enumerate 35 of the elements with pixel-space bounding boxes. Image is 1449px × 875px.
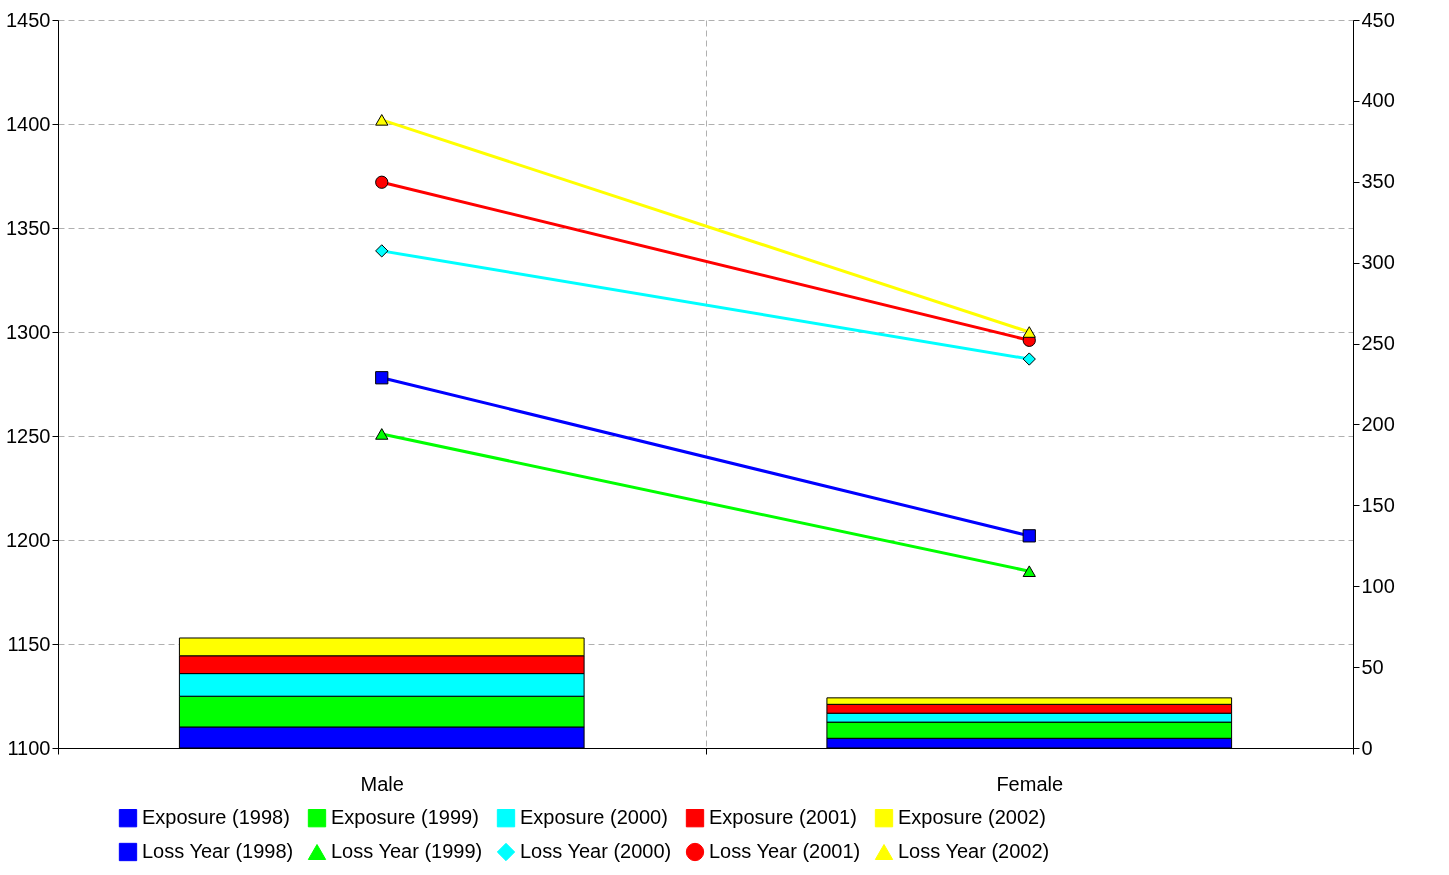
legend-label: Exposure (2002): [898, 806, 1046, 829]
legend-label: Loss Year (2002): [898, 840, 1050, 862]
legend-label: Exposure (1998): [142, 806, 290, 829]
y2-tick-label: 350: [1361, 170, 1395, 193]
y2-tick-label: 100: [1361, 574, 1395, 597]
y-tick-label: 1100: [7, 736, 51, 759]
y-tick-label: 1450: [6, 8, 51, 31]
y-tick-label: 1350: [6, 216, 51, 239]
legend-label: Loss Year (2000): [520, 840, 672, 862]
x-tick-label: Female: [996, 772, 1064, 795]
y2-tick-label: 450: [1361, 8, 1395, 31]
y2-tick-label: 150: [1361, 493, 1395, 516]
legend-label: Loss Year (1999): [331, 840, 483, 862]
y2-tick-label: 300: [1361, 251, 1395, 274]
y2-tick-label: 0: [1361, 736, 1373, 759]
legend-label: Loss Year (2001): [709, 840, 861, 862]
y2-tick-label: 200: [1361, 412, 1395, 435]
point: [1022, 529, 1036, 543]
legend-label: Loss Year (1998): [142, 840, 294, 862]
legend-label: Exposure (1999): [331, 806, 479, 829]
y2-tick-label: 250: [1361, 332, 1395, 355]
y-tick-label: 1150: [7, 632, 51, 655]
point: [375, 175, 389, 189]
y2-tick-label: 400: [1361, 89, 1395, 112]
y-tick-label: 1300: [6, 320, 51, 343]
legend-label: Exposure (2001): [709, 806, 857, 829]
x-tick-label: Male: [360, 772, 404, 795]
y-tick-label: 1200: [6, 528, 51, 551]
point: [375, 371, 389, 385]
y2-tick-label: 50: [1361, 655, 1384, 678]
y-tick-label: 1250: [6, 424, 51, 447]
point: [1022, 352, 1036, 366]
legend-label: Exposure (2000): [520, 806, 668, 829]
point: [375, 244, 389, 258]
y-tick-label: 1400: [6, 112, 51, 135]
